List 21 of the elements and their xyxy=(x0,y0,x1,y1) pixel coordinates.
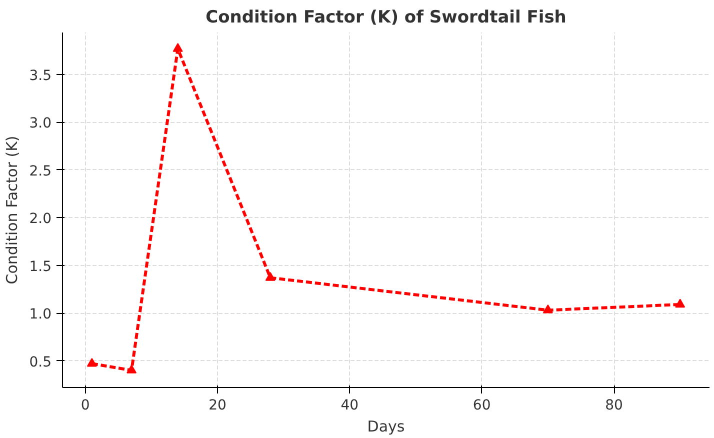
x-tick-label: 80 xyxy=(605,398,623,414)
chart-title: Condition Factor (K) of Swordtail Fish xyxy=(206,8,566,28)
y-tick-label: 0.5 xyxy=(29,354,52,370)
point xyxy=(86,358,97,367)
point xyxy=(172,43,183,52)
point xyxy=(126,364,137,374)
y-tick-label: 1.5 xyxy=(29,258,52,275)
y-tick-label: 1.0 xyxy=(29,306,52,323)
x-tick-label: 20 xyxy=(208,398,226,414)
x-axis-title: Days xyxy=(367,418,405,436)
y-axis-title: Condition Factor (K) xyxy=(3,136,22,284)
x-tick-label: 60 xyxy=(472,398,491,414)
x-tick-label: 40 xyxy=(340,398,359,414)
y-tick-label: 2.5 xyxy=(29,163,52,180)
y-tick-label: 3.0 xyxy=(29,116,52,132)
y-tick-label: 2.0 xyxy=(29,211,52,228)
point xyxy=(675,298,686,308)
point xyxy=(265,272,276,281)
point xyxy=(542,304,553,314)
y-tick-label: 3.5 xyxy=(29,68,52,84)
x-tick-label: 0 xyxy=(80,398,90,414)
